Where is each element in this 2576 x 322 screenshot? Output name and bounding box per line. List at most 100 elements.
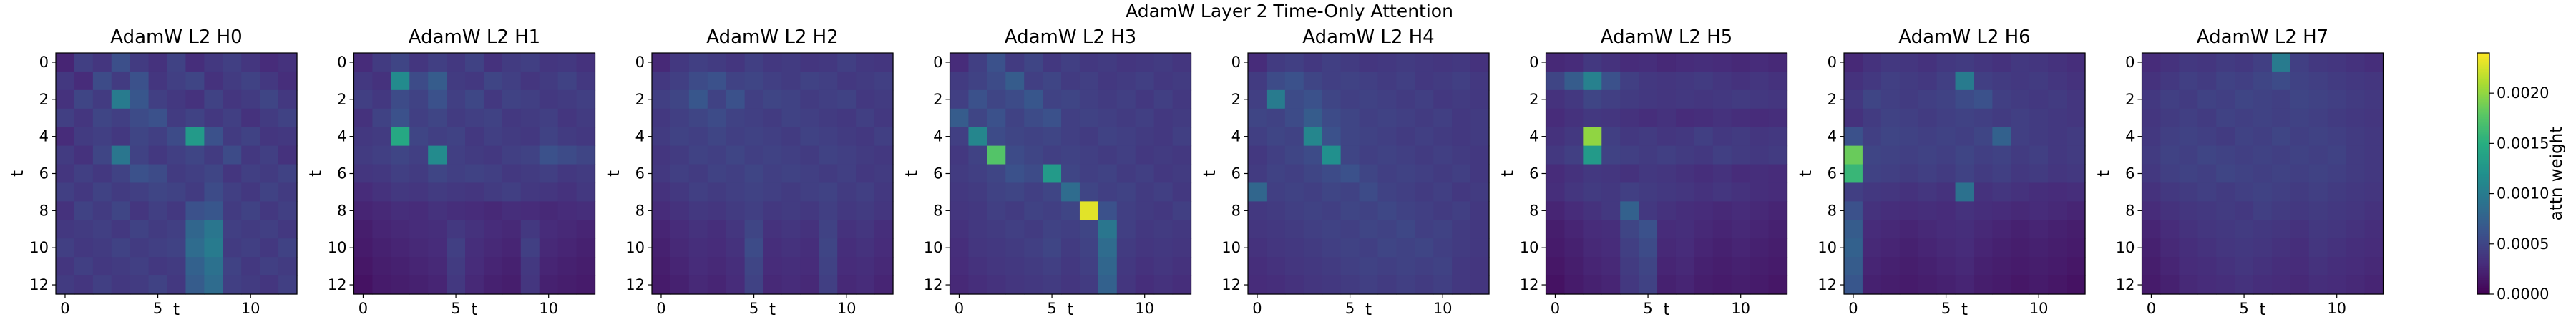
heatmap-cell <box>2067 145 2086 165</box>
heatmap-cell <box>2011 71 2030 91</box>
heatmap-cell <box>2253 108 2273 128</box>
heatmap-cell <box>2029 53 2049 72</box>
heatmap-cell <box>447 182 466 202</box>
heatmap-cell <box>1248 145 1267 165</box>
heatmap-cell <box>1750 201 1770 220</box>
heatmap-cell <box>1135 257 1155 276</box>
heatmap-cell <box>1005 53 1025 72</box>
heatmap-cell <box>56 127 75 147</box>
heatmap-cell <box>726 164 746 184</box>
heatmap-cell <box>1396 127 1415 147</box>
heatmap-cell <box>111 127 131 147</box>
heatmap-cell <box>1675 275 1695 295</box>
heatmap-cell <box>1043 182 1062 202</box>
heatmap-cell <box>260 164 279 184</box>
heatmap-cell <box>1564 201 1584 220</box>
heatmap-cell <box>2142 275 2162 295</box>
heatmap-cell <box>1116 53 1136 72</box>
heatmap-cell <box>1043 164 1062 184</box>
heatmap-cell <box>744 53 764 72</box>
heatmap-cell <box>2029 71 2049 91</box>
heatmap-cell <box>2048 275 2067 295</box>
heatmap-cell <box>204 127 223 147</box>
heatmap-cell <box>1303 220 1323 239</box>
heatmap-cell <box>1601 145 1621 165</box>
y-tick-label: 4 <box>337 128 346 145</box>
colorbar-segment <box>2477 121 2489 124</box>
heatmap-cell <box>409 127 429 147</box>
heatmap-cell <box>1248 201 1267 220</box>
colorbar-tick-label: 0.0020 <box>2497 84 2549 102</box>
heatmap-cell <box>353 71 374 91</box>
heatmap-cell <box>204 182 223 202</box>
heatmap-cell <box>837 145 857 165</box>
heatmap-cell <box>874 108 894 128</box>
heatmap-cell <box>1266 257 1286 276</box>
heatmap-cell <box>2179 89 2198 109</box>
x-tick-label: 5 <box>451 300 460 317</box>
heatmap-cell <box>707 127 727 147</box>
heatmap-cell <box>1936 201 1956 220</box>
heatmap-cell <box>1322 275 1342 295</box>
heatmap-cell <box>372 201 391 220</box>
heatmap-cell <box>520 71 540 91</box>
colorbar-segment <box>2477 201 2489 205</box>
heatmap-cell <box>2142 89 2162 109</box>
heatmap-cell <box>1396 53 1415 72</box>
heatmap-cell <box>2048 127 2067 147</box>
heatmap-cell <box>1936 71 1956 91</box>
heatmap-cell <box>2048 182 2067 202</box>
heatmap-cell <box>987 108 1006 128</box>
heatmap-cell <box>744 164 764 184</box>
heatmap-cell <box>2160 238 2180 258</box>
heatmap-cell <box>1992 108 2011 128</box>
heatmap-cell <box>1266 275 1286 295</box>
heatmap-cell <box>1322 89 1342 109</box>
heatmap-cell <box>1098 201 1118 220</box>
colorbar-segment <box>2477 193 2489 196</box>
heatmap-cell <box>92 275 112 295</box>
heatmap-cell <box>1396 257 1415 276</box>
heatmap-cell <box>2235 108 2254 128</box>
heatmap-cell <box>278 164 298 184</box>
heatmap-cell <box>1880 182 1901 202</box>
heatmap-cell <box>1005 275 1025 295</box>
colorbar-segment <box>2477 218 2489 220</box>
heatmap-cell <box>1359 220 1379 239</box>
heatmap-cell <box>1377 220 1397 239</box>
heatmap-cell <box>2346 108 2366 128</box>
heatmap-cell <box>204 220 223 239</box>
heatmap-cell <box>465 238 484 258</box>
heatmap-cell <box>950 164 970 184</box>
heatmap-cell <box>1899 53 1919 72</box>
heatmap-cell <box>1172 201 1192 220</box>
heatmap-cell <box>800 238 819 258</box>
heatmap-cell <box>185 53 205 72</box>
heatmap-cell <box>1583 108 1602 128</box>
heatmap-cell <box>2253 71 2273 91</box>
heatmap-cell <box>1564 53 1584 72</box>
heatmap-cell <box>1061 220 1080 239</box>
heatmap-cell <box>409 257 429 276</box>
heatmap-cell <box>2179 145 2198 165</box>
heatmap-cell <box>2235 201 2254 220</box>
heatmap-cell <box>353 145 374 165</box>
heatmap-cell <box>576 164 596 184</box>
heatmap-cell <box>2160 108 2180 128</box>
heatmap-cell <box>2308 164 2328 184</box>
heatmap-cell <box>968 53 987 72</box>
colorbar-segment <box>2477 163 2489 166</box>
heatmap-cell <box>950 275 970 295</box>
heatmap-cell <box>278 201 298 220</box>
heatmap-cell <box>1564 127 1584 147</box>
heatmap-cell <box>278 53 298 72</box>
colorbar-segment <box>2477 171 2489 175</box>
x-tick-label: 0 <box>656 300 665 317</box>
y-axis-label: t <box>2095 170 2114 177</box>
heatmap-cell <box>688 220 708 239</box>
heatmap-cell <box>1396 71 1415 91</box>
heatmap-cell <box>1303 145 1323 165</box>
y-tick-label: 12 <box>1221 276 1241 293</box>
heatmap-cell <box>353 220 374 239</box>
